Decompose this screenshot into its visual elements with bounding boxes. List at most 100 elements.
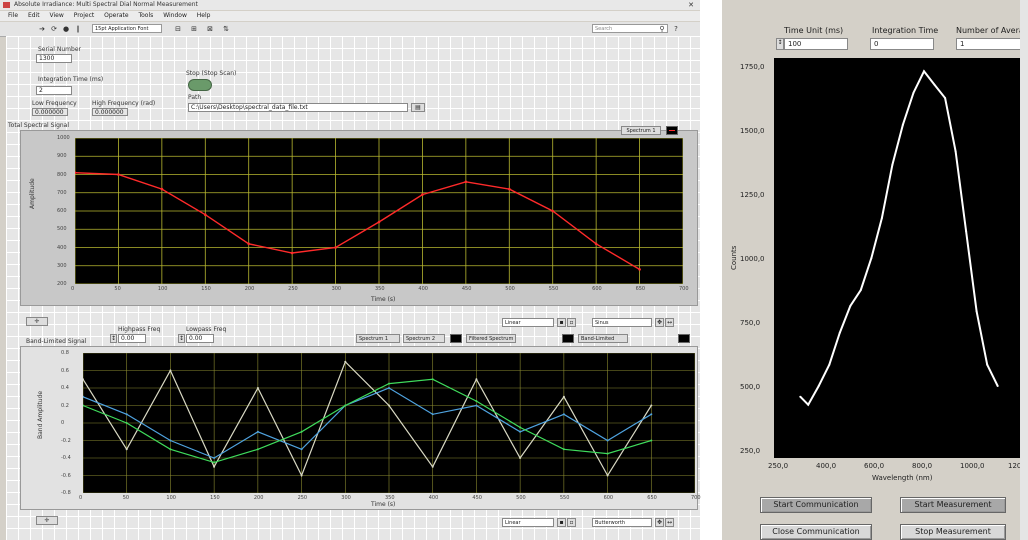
chart2-plot[interactable]: [83, 353, 695, 493]
x-tick-label: 700: [691, 495, 701, 501]
x-tick-label: 400,0: [816, 462, 837, 470]
toolbar: ➔ ⟳ ● ∥ 15pt Application Font ⊟ ⊞ ⊠ ⇅ Se…: [0, 22, 700, 37]
data-point: [975, 310, 978, 313]
lowpass-label: Lowpass Freq: [186, 326, 227, 333]
chart1-title: Total Spectral Signal: [8, 122, 70, 129]
chart1-autoscale-icon[interactable]: ↔: [665, 318, 674, 327]
chart1-plot[interactable]: [75, 138, 683, 284]
data-point: [475, 404, 478, 407]
x-tick-label: 400: [428, 495, 439, 501]
chart2-autoscale-icon[interactable]: ↔: [665, 518, 674, 527]
y-tick-label: 700: [57, 189, 67, 196]
data-point: [986, 363, 989, 366]
align-icon[interactable]: ⊟: [175, 25, 181, 33]
lowpass-field[interactable]: 0.00: [186, 334, 214, 343]
search-input[interactable]: Search: [592, 24, 668, 33]
menu-view[interactable]: View: [49, 12, 64, 19]
time-unit-stepper[interactable]: ↕: [776, 38, 784, 50]
abort-icon[interactable]: ●: [62, 25, 70, 33]
x-tick-label: 600: [603, 495, 614, 501]
y-tick-label: 200: [57, 281, 67, 287]
spectrum-y-label: Counts: [730, 245, 738, 270]
x-tick-label: 350: [385, 495, 395, 501]
chart2-svg: [83, 353, 695, 493]
close-communication-button[interactable]: Close Communication: [760, 524, 872, 540]
lowpass-stepper[interactable]: ↕: [178, 334, 185, 343]
browse-folder-icon[interactable]: ▤: [411, 103, 425, 112]
chart2-legend-swatch-3[interactable]: [678, 334, 690, 343]
menu-tools[interactable]: Tools: [138, 12, 154, 19]
x-tick-label: 50: [122, 495, 130, 501]
data-point: [213, 465, 216, 468]
search-icon[interactable]: ⚲: [659, 25, 665, 33]
data-point: [891, 163, 894, 166]
high-freq-label: High Frequency (rad): [92, 100, 156, 107]
y-tick-label: 1000,0: [740, 255, 765, 263]
chart1-lock-icon[interactable]: ▪: [557, 318, 566, 327]
resize-icon[interactable]: ⊠: [207, 25, 213, 33]
chart1-zoom-icon[interactable]: ▫: [567, 318, 576, 327]
path-field[interactable]: C:\Users\Desktop\spectral_data_file.txt: [188, 103, 408, 112]
x-tick-label: 650: [647, 495, 657, 501]
pause-icon[interactable]: ∥: [76, 25, 80, 33]
y-tick-label: 750,0: [740, 319, 761, 327]
help-icon[interactable]: ?: [674, 25, 678, 33]
labview-window: Absolute Irradiance: Multi Spectral Dial…: [0, 0, 701, 540]
data-point: [300, 474, 303, 477]
chart2-pan-icon[interactable]: ✥: [655, 518, 664, 527]
data-point: [290, 251, 294, 255]
chart2-legend-swatch-2[interactable]: [562, 334, 574, 343]
serial-field[interactable]: 1300: [36, 54, 72, 63]
spectrometer-window: Time Unit (ms) ↕ 100 Integration Time 0 …: [722, 0, 1028, 540]
menu-window[interactable]: Window: [163, 12, 187, 19]
run-arrow-icon[interactable]: ➔: [39, 25, 45, 33]
chart2-zoom-icon[interactable]: ▫: [567, 518, 576, 527]
chart1-svg: [75, 138, 683, 284]
chart2-mode-select[interactable]: Butterworth: [592, 518, 652, 527]
start-measurement-button[interactable]: Start Measurement: [900, 497, 1006, 513]
integration-field[interactable]: 2: [36, 86, 72, 95]
start-communication-button[interactable]: Start Communication: [760, 497, 872, 513]
highpass-field[interactable]: 0.00: [118, 334, 146, 343]
data-point: [519, 426, 522, 429]
run-continuous-icon[interactable]: ⟳: [51, 25, 57, 33]
chart1-mode-select[interactable]: Sinus: [592, 318, 652, 327]
x-tick-label: 100: [157, 286, 168, 292]
data-point: [606, 452, 609, 455]
stop-measurement-button[interactable]: Stop Measurement: [900, 524, 1006, 540]
chart1-legend-swatch[interactable]: [666, 126, 678, 135]
chart2-scale-select[interactable]: Linear: [502, 518, 554, 527]
chart1-x-label: Time (s): [371, 296, 396, 303]
low-freq-value: 0.000000: [32, 108, 68, 116]
chart1-pan-icon[interactable]: ✥: [655, 318, 664, 327]
menu-operate[interactable]: Operate: [104, 12, 129, 19]
averages-field[interactable]: 1: [956, 38, 1026, 50]
close-icon[interactable]: ✕: [688, 1, 694, 9]
chart2-cursor-tool-icon[interactable]: ✛: [36, 516, 58, 525]
menu-file[interactable]: File: [8, 12, 19, 19]
spectrum-plot[interactable]: [774, 58, 1024, 458]
series-line-3: [83, 378, 652, 464]
chart2-legend-3: Filtered Spectrum: [466, 334, 516, 343]
time-unit-field[interactable]: 100: [784, 38, 848, 50]
data-point: [83, 378, 84, 381]
y-tick-label: 600: [57, 208, 67, 214]
chart2-lock-icon[interactable]: ▪: [557, 518, 566, 527]
data-point: [334, 246, 337, 249]
chart1-scale-select[interactable]: Linear: [502, 318, 554, 327]
chart1-cursor-tool-icon[interactable]: ✛: [26, 317, 48, 326]
x-tick-label: 650: [635, 286, 646, 292]
menu-help[interactable]: Help: [196, 12, 211, 19]
reorder-icon[interactable]: ⇅: [223, 25, 229, 33]
menu-edit[interactable]: Edit: [27, 12, 40, 19]
highpass-stepper[interactable]: ↕: [110, 334, 117, 343]
data-point: [996, 385, 999, 387]
chart2-frame: 0.8 0.6 0.4 0.2 0 -0.2 -0.4 -0.6 -0.8 0 50 100 150 2…: [20, 346, 701, 510]
data-point: [562, 413, 565, 416]
font-select[interactable]: 15pt Application Font: [92, 24, 162, 33]
menu-project[interactable]: Project: [73, 12, 95, 19]
distribute-icon[interactable]: ⊞: [191, 25, 197, 33]
stop-toggle-button[interactable]: [188, 79, 212, 91]
integration-time-field[interactable]: 0: [870, 38, 934, 50]
chart2-legend-swatch-1[interactable]: [450, 334, 462, 343]
